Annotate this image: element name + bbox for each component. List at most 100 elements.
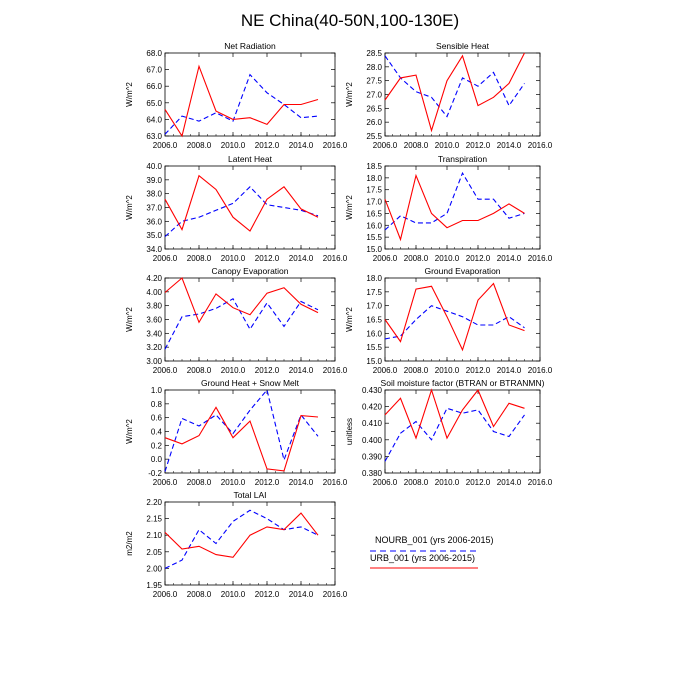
series-line-nourb-001 [384, 407, 525, 462]
x-tick-label: 2012.0 [466, 254, 491, 263]
panel-title: Canopy Evaporation [211, 266, 288, 276]
panel-9: 2006.0 2008.0 2010.0 2012.0 2014.0 2016.0 1.95… [125, 490, 348, 599]
y-tick-label: 0.0 [151, 455, 163, 464]
legend-label-nourb: NOURB_001 (yrs 2006-2015) [375, 535, 494, 545]
series-line-nourb-001 [384, 55, 525, 118]
series-line-urb-001 [384, 388, 525, 440]
x-tick-label: 2012.0 [255, 254, 280, 263]
figure-title: NE China(40-50N,100-130E) [241, 11, 459, 30]
y-tick-label: 0.400 [362, 436, 383, 445]
x-tick-label: 2014.0 [289, 141, 314, 150]
x-tick-label: 2008.0 [404, 254, 429, 263]
x-tick-label: 2008.0 [187, 254, 212, 263]
x-tick-label: 2010.0 [221, 254, 246, 263]
x-tick-label: 2006.0 [153, 478, 178, 487]
x-tick-label: 2010.0 [221, 590, 246, 599]
x-tick-label: 2010.0 [221, 366, 246, 375]
y-tick-label: 37.0 [146, 204, 162, 213]
y-tick-label: 36.0 [146, 217, 162, 226]
panel-title: Latent Heat [228, 154, 273, 164]
x-tick-label: 2012.0 [255, 141, 280, 150]
plot-frame [164, 389, 336, 474]
panel-5: 2006.0 2008.0 2010.0 2012.0 2014.0 2016.0 3.00… [125, 266, 348, 375]
y-tick-label: 15.0 [366, 245, 382, 254]
y-tick-label: 2.00 [146, 564, 162, 573]
y-tick-label: 34.0 [146, 245, 162, 254]
series-line-nourb-001 [384, 171, 525, 231]
panel-1: 2006.0 2008.0 2010.0 2012.0 2014.0 2016.0 63.0… [125, 41, 348, 150]
y-tick-label: 2.05 [146, 548, 162, 557]
y-tick-label: 18.0 [366, 274, 382, 283]
x-tick-label: 2012.0 [255, 478, 280, 487]
y-tick-label: 1.0 [151, 386, 163, 395]
x-tick-label: 2008.0 [187, 590, 212, 599]
series-line-urb-001 [384, 282, 525, 352]
x-tick-label: 2006.0 [153, 254, 178, 263]
y-tick-label: 0.2 [151, 441, 163, 450]
x-tick-label: 2006.0 [153, 141, 178, 150]
y-axis-label: W/m^2 [345, 195, 354, 220]
x-tick-label: 2014.0 [497, 254, 522, 263]
x-tick-label: 2014.0 [497, 141, 522, 150]
x-tick-label: 2016.0 [528, 478, 553, 487]
x-tick-label: 2006.0 [153, 590, 178, 599]
plot-frame [164, 277, 336, 362]
y-tick-label: 39.0 [146, 176, 162, 185]
series-line-urb-001 [164, 174, 319, 232]
x-tick-label: 2006.0 [373, 478, 398, 487]
y-tick-label: -0.2 [148, 469, 162, 478]
y-tick-label: 3.20 [146, 343, 162, 352]
y-tick-label: 65.0 [146, 99, 162, 108]
y-tick-label: 27.5 [366, 77, 382, 86]
x-tick-label: 2012.0 [255, 590, 280, 599]
y-tick-label: 15.0 [366, 357, 382, 366]
x-tick-label: 2016.0 [528, 254, 553, 263]
x-tick-label: 2008.0 [187, 478, 212, 487]
plot-frame [164, 165, 336, 250]
y-tick-label: 63.0 [146, 132, 162, 141]
y-tick-label: 40.0 [146, 162, 162, 171]
plot-frame [384, 389, 541, 474]
y-tick-label: 0.390 [362, 452, 383, 461]
y-tick-label: 4.20 [146, 274, 162, 283]
y-tick-label: 0.420 [362, 403, 383, 412]
x-tick-label: 2016.0 [528, 141, 553, 150]
x-tick-label: 2006.0 [153, 366, 178, 375]
y-tick-label: 0.4 [151, 428, 163, 437]
series-line-nourb-001 [164, 298, 319, 350]
x-tick-label: 2006.0 [373, 141, 398, 150]
y-axis-label: W/m^2 [125, 195, 134, 220]
y-tick-label: 2.10 [146, 531, 162, 540]
panels: 2006.0 2008.0 2010.0 2012.0 2014.0 2016.0 63.0… [125, 41, 553, 599]
x-tick-label: 2006.0 [373, 366, 398, 375]
x-tick-label: 2012.0 [466, 478, 491, 487]
y-tick-label: 35.0 [146, 231, 162, 240]
y-tick-label: 66.0 [146, 82, 162, 91]
x-tick-label: 2016.0 [323, 478, 348, 487]
panel-3: 2006.0 2008.0 2010.0 2012.0 2014.0 2016.0 34.0… [125, 154, 348, 263]
panel-title: Transpiration [438, 154, 488, 164]
x-tick-label: 2006.0 [373, 254, 398, 263]
y-axis-label: W/m^2 [125, 82, 134, 107]
x-tick-label: 2010.0 [221, 478, 246, 487]
panel-title: Ground Evaporation [424, 266, 500, 276]
panel-title: Soil moisture factor (BTRAN or BTRANMN) [381, 378, 545, 388]
x-tick-label: 2016.0 [528, 366, 553, 375]
y-tick-label: 1.95 [146, 581, 162, 590]
x-tick-label: 2008.0 [404, 366, 429, 375]
y-tick-label: 18.0 [366, 174, 382, 183]
y-axis-label: W/m^2 [125, 419, 134, 444]
x-tick-label: 2010.0 [435, 478, 460, 487]
x-tick-label: 2014.0 [289, 590, 314, 599]
x-tick-label: 2010.0 [435, 366, 460, 375]
y-tick-label: 0.410 [362, 419, 383, 428]
series-line-nourb-001 [164, 509, 319, 569]
x-tick-label: 2014.0 [289, 366, 314, 375]
series-line-nourb-001 [164, 388, 319, 472]
y-tick-label: 26.5 [366, 104, 382, 113]
series-line-nourb-001 [164, 186, 319, 238]
x-tick-label: 2014.0 [289, 254, 314, 263]
panel-7: 2006.0 2008.0 2010.0 2012.0 2014.0 2016.0 -0.2… [125, 378, 348, 487]
y-tick-label: 16.5 [366, 316, 382, 325]
x-tick-label: 2012.0 [255, 366, 280, 375]
